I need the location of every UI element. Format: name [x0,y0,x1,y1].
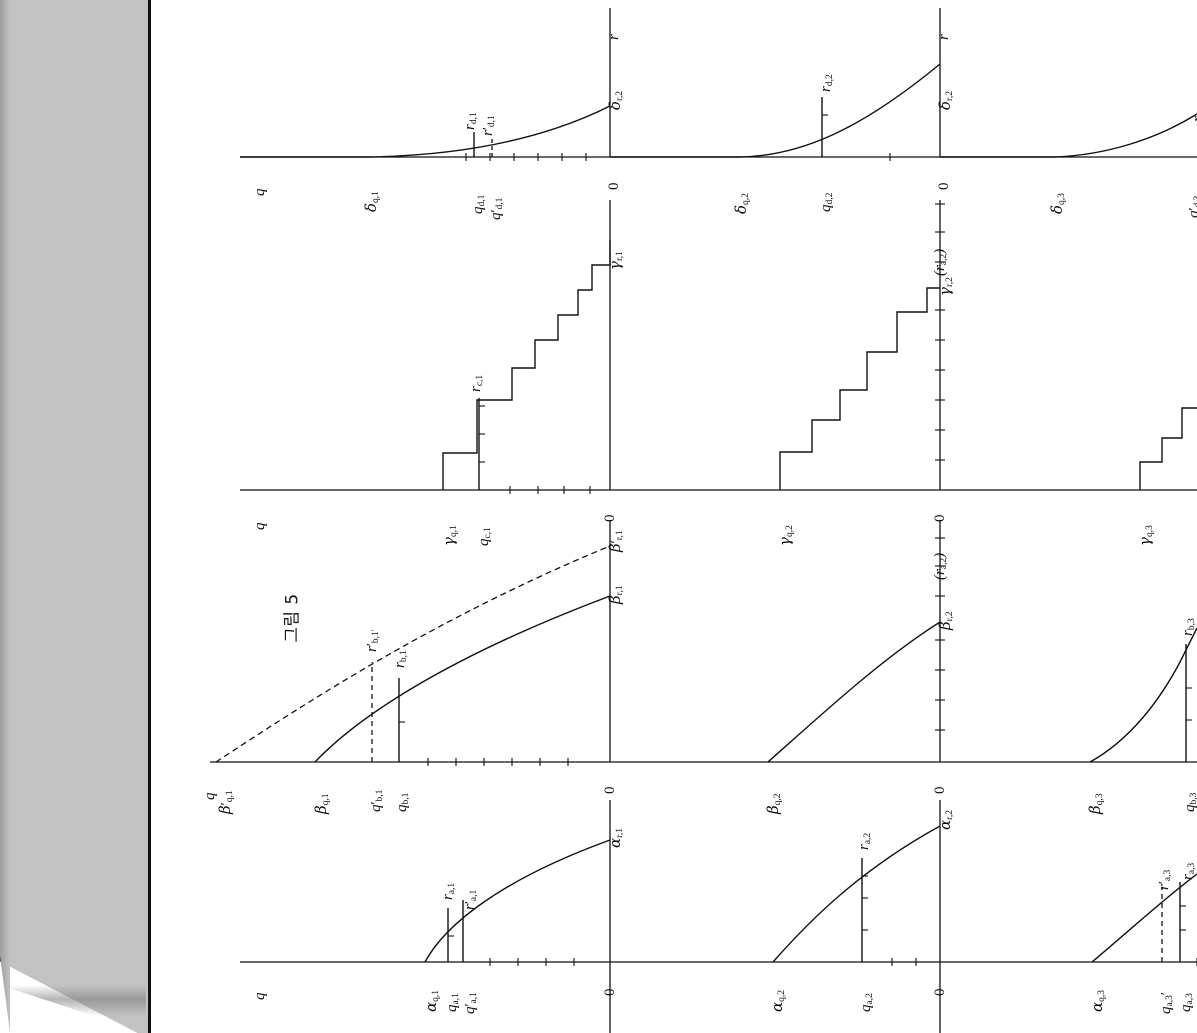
row3-p2-intercept-label: βr,2 [936,611,955,630]
row4-p2-onset-label: αq,2 [768,989,787,1012]
row1-p3-r-label: rd,3 [1190,104,1197,122]
page-edge-panel [0,0,151,1033]
page-edge-shadow [0,0,10,1033]
row4-p1-onset-label: αq,1 [422,989,441,1012]
row2-p2-intercept-label: γr,2 [936,277,955,296]
row1-p2-r-label: rd,2 [818,74,835,92]
row1-p3-qprime-label: q′d,3 [1186,195,1197,218]
row4-p2-intercept-label: αr,2 [936,809,955,830]
row2-q-axis-label: q [252,522,268,531]
row4-p1-rprime-label: r′a,1 [462,889,479,910]
row2-p1-r-label: rc,1 [468,374,485,392]
row2-p1-onset-label: γq,1 [440,525,459,546]
row1-p1-origin-label: 0 [606,182,622,191]
row4-p1-intercept-label: αr,1 [606,827,625,848]
page-edge-face [0,0,151,1033]
row1-q-axis-label: q [252,188,268,197]
row3-p3-q-label: qb,3 [1182,792,1197,812]
row4-p1-qprime-label: q′a,1 [462,992,479,1014]
row3-p1-dashed-intercept-label: β′r,1 [606,530,625,552]
row3-p2-onset-label: βq,2 [764,793,783,814]
row1-p3-onset-label: δq,3 [1048,193,1067,214]
row3-p1-r-label: rb,1 [392,650,409,668]
row4-p3-r-label: ra,3 [1180,862,1197,880]
row4-p3-q-label: qa,3 [1178,993,1195,1012]
row4-p1-q-label: qa,1 [444,993,461,1012]
row2-p2-secondary-label: (ra,2) [932,248,949,276]
row2-p1-q-label: qc,1 [476,527,493,546]
figure-canvas: 그림 5 [140,0,1197,1033]
row4-p3-onset-label: αq,3 [1088,989,1107,1012]
row2-p2-onset-label: γq,2 [776,525,795,546]
row4-p2-q-label: qa,2 [858,993,875,1012]
row1-p1-qprime-label: q′d,1 [488,197,505,220]
row1-p2-r-axis-label: r [936,34,952,40]
row1-p2-origin-label: 0 [936,182,952,191]
row1-p1-q-label: qd,1 [470,194,487,214]
row3-p1-onset-label: βq,1 [312,793,331,814]
row1-p1-onset-label: δq,1 [362,191,381,212]
plot-linework [210,8,1197,1033]
row3-p2-origin-label: 0 [932,786,948,795]
row1-p1-r-label: rd,1 [462,112,479,130]
row1-p2-onset-label: δq,2 [732,193,751,214]
row2-p2-origin-label: 0 [932,514,948,523]
row3-p1-rprime-label: r′b,1′ [364,629,381,652]
row1-p2-intercept-label: δr,2 [936,91,955,110]
row1-p1-r-axis-label: r [606,34,622,40]
row4-p3-rprime-label: r′a,3 [1156,869,1173,890]
row3-p1-dashed-onset-label: β′q,1 [216,790,235,814]
row3-p1-origin-label: 0 [602,786,618,795]
row4-p2-r-label: ra,2 [856,832,873,850]
row4-p1-r-label: ra,1 [440,882,457,900]
row1-p2-q-label: qd,2 [818,192,835,212]
row3-p1-q-label: qb,1 [394,792,411,812]
row3-p1-intercept-label: βr,1 [606,585,625,604]
row4-p2-origin-label: 0 [932,988,948,997]
row4-p3-qprime-label: qa,3′ [1158,992,1175,1014]
row2-p1-intercept-label: γr,1 [606,251,625,270]
row2-p3-onset-label: γq,3 [1136,525,1155,546]
row3-p2-secondary-label: (ra,2) [932,552,949,580]
row1-p1-rprime-label: r′d,1 [480,115,497,136]
row4-q-axis-label: q [252,992,268,1001]
row3-p1-qprime-label: q′b,1 [368,789,385,812]
row3-p3-onset-label: βq,3 [1086,793,1105,814]
row3-p3-r-label: rb,3 [1180,618,1197,636]
row2-p1-origin-label: 0 [602,514,618,523]
row4-p1-origin-label: 0 [602,988,618,997]
row1-p1-intercept-label: δr,2 [606,91,625,110]
